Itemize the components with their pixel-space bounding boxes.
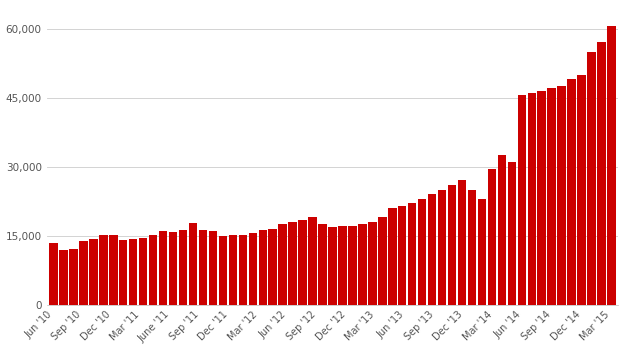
Bar	[597, 42, 606, 305]
Bar	[149, 235, 157, 305]
Bar	[478, 199, 486, 305]
Bar	[527, 93, 536, 305]
Bar	[547, 89, 556, 305]
Bar	[248, 233, 257, 305]
Bar	[109, 235, 117, 305]
Bar	[567, 79, 576, 305]
Bar	[358, 224, 367, 305]
Bar	[468, 190, 476, 305]
Bar	[587, 51, 596, 305]
Bar	[179, 230, 187, 305]
Bar	[497, 155, 506, 305]
Bar	[288, 222, 297, 305]
Bar	[488, 169, 496, 305]
Bar	[198, 230, 207, 305]
Bar	[268, 229, 277, 305]
Bar	[99, 235, 107, 305]
Bar	[119, 240, 127, 305]
Bar	[59, 251, 68, 305]
Bar	[428, 194, 436, 305]
Bar	[49, 243, 58, 305]
Bar	[228, 235, 237, 305]
Bar	[557, 86, 566, 305]
Bar	[69, 248, 77, 305]
Bar	[159, 231, 167, 305]
Bar	[318, 224, 327, 305]
Bar	[129, 239, 137, 305]
Bar	[507, 162, 516, 305]
Bar	[308, 217, 317, 305]
Bar	[517, 95, 526, 305]
Bar	[338, 226, 347, 305]
Bar	[458, 181, 466, 305]
Bar	[139, 238, 147, 305]
Bar	[258, 230, 267, 305]
Bar	[607, 26, 616, 305]
Bar	[537, 91, 546, 305]
Bar	[79, 241, 87, 305]
Bar	[298, 219, 307, 305]
Bar	[189, 223, 197, 305]
Bar	[368, 222, 376, 305]
Bar	[328, 226, 337, 305]
Bar	[577, 75, 586, 305]
Bar	[398, 206, 406, 305]
Bar	[89, 239, 97, 305]
Bar	[438, 190, 446, 305]
Bar	[378, 217, 386, 305]
Bar	[278, 224, 287, 305]
Bar	[348, 226, 357, 305]
Bar	[388, 208, 396, 305]
Bar	[238, 235, 247, 305]
Bar	[208, 231, 217, 305]
Bar	[448, 185, 456, 305]
Bar	[408, 203, 416, 305]
Bar	[218, 236, 227, 305]
Bar	[418, 199, 426, 305]
Bar	[169, 232, 177, 305]
